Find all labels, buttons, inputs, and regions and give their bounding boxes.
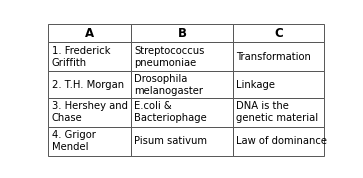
Text: 3. Hershey and
Chase: 3. Hershey and Chase — [52, 101, 128, 123]
Text: 4. Grigor
Mendel: 4. Grigor Mendel — [52, 130, 95, 152]
Bar — [233, 24, 324, 42]
Text: Drosophila
melanogaster: Drosophila melanogaster — [134, 74, 204, 96]
Text: Law of dominance: Law of dominance — [236, 136, 327, 146]
Bar — [131, 71, 233, 98]
Bar — [233, 127, 324, 156]
Text: Pisum sativum: Pisum sativum — [134, 136, 208, 146]
Text: 1. Frederick
Griffith: 1. Frederick Griffith — [52, 46, 110, 68]
Bar — [233, 42, 324, 71]
Text: Linkage: Linkage — [236, 80, 276, 90]
Bar — [131, 42, 233, 71]
Text: C: C — [274, 27, 283, 40]
Text: B: B — [178, 27, 187, 40]
Text: Streptococcus
pneumoniae: Streptococcus pneumoniae — [134, 46, 205, 68]
Text: E.coli &
Bacteriophage: E.coli & Bacteriophage — [134, 101, 207, 123]
Bar — [131, 24, 233, 42]
Bar — [48, 24, 131, 42]
Text: 2. T.H. Morgan: 2. T.H. Morgan — [52, 80, 124, 90]
Bar — [48, 42, 131, 71]
Bar — [48, 71, 131, 98]
Bar — [48, 98, 131, 127]
Text: DNA is the
genetic material: DNA is the genetic material — [236, 101, 319, 123]
Bar — [131, 98, 233, 127]
Bar — [233, 98, 324, 127]
Text: A: A — [85, 27, 94, 40]
Bar — [233, 71, 324, 98]
Bar — [131, 127, 233, 156]
Text: Transformation: Transformation — [236, 52, 311, 62]
Bar — [48, 127, 131, 156]
